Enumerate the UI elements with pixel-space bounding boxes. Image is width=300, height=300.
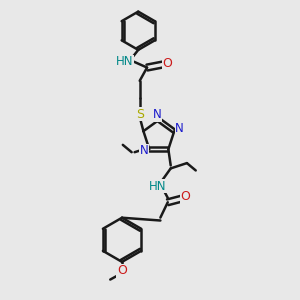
- Text: S: S: [136, 108, 144, 121]
- Text: HN: HN: [149, 180, 166, 193]
- Text: O: O: [163, 57, 172, 70]
- Text: N: N: [175, 122, 184, 135]
- Text: O: O: [117, 264, 127, 277]
- Text: HN: HN: [116, 55, 134, 68]
- Text: N: N: [140, 144, 148, 157]
- Text: O: O: [181, 190, 190, 203]
- Text: N: N: [153, 108, 162, 121]
